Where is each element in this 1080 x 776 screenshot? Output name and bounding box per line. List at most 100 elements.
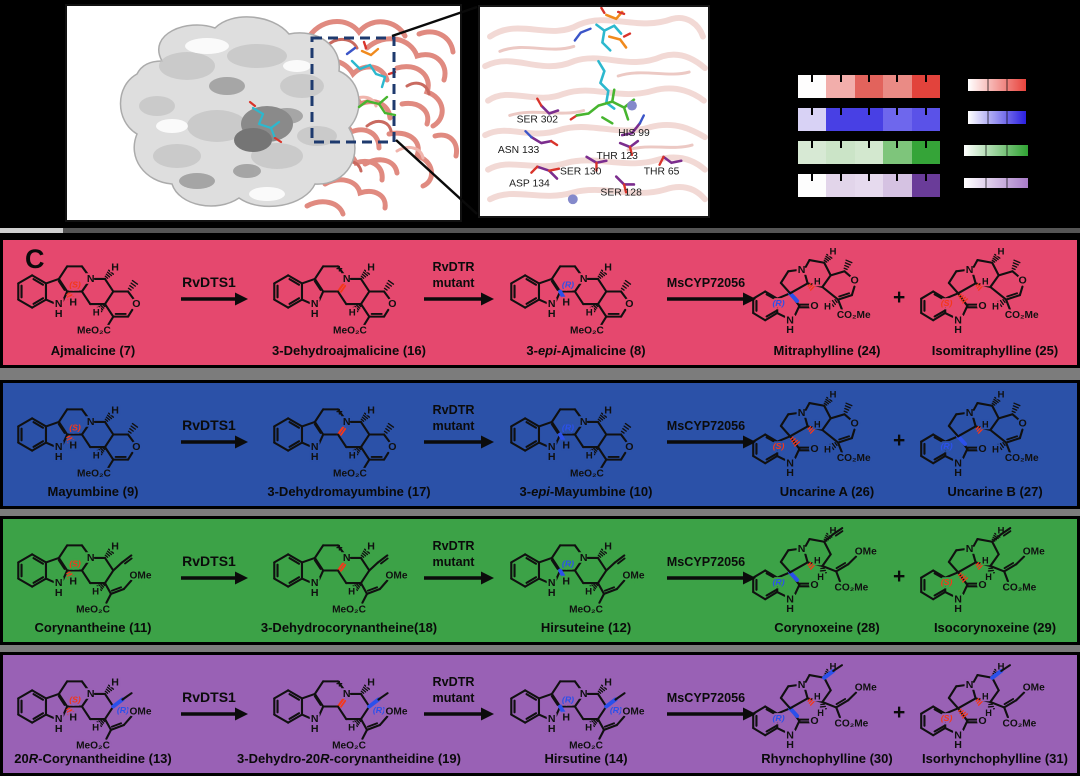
svg-text:O: O	[132, 442, 140, 453]
svg-text:CO₂Me: CO₂Me	[1003, 582, 1037, 593]
reaction-arrow-mscyp72056: MsCYP72056	[665, 537, 757, 598]
heatmap-tick	[811, 108, 814, 115]
svg-text:(S): (S)	[69, 695, 81, 705]
svg-text:O: O	[388, 299, 396, 310]
heatmap-tick	[868, 75, 871, 82]
active-site-art: SER 302 HIS 99 ASN 133 THR 123 SER 130 T…	[482, 6, 708, 205]
svg-text:OMe: OMe	[1023, 682, 1045, 693]
svg-text:O: O	[978, 444, 986, 455]
colorbar-tick	[985, 145, 987, 156]
svg-text:N: N	[311, 714, 319, 725]
svg-text:N: N	[311, 442, 319, 453]
buried-ligand-sticks	[251, 106, 281, 140]
compound-name-uncarine-a-26: Uncarine A (26)	[779, 484, 875, 499]
svg-text:N: N	[580, 274, 588, 285]
svg-text:mutant: mutant	[433, 419, 476, 433]
svg-text:N: N	[786, 594, 794, 605]
svg-text:(S): (S)	[69, 280, 81, 290]
heatmap-tick	[896, 174, 899, 181]
plus-sign: +	[893, 429, 906, 452]
svg-text:H: H	[992, 445, 999, 456]
heatmap-cell	[826, 141, 855, 164]
structure-20r-corynantheidine-13: N H N H (S) H (R) OMe H MeO₂C	[10, 658, 176, 760]
svg-text:MeO₂C: MeO₂C	[333, 469, 367, 480]
svg-text:N: N	[798, 265, 806, 276]
compound-name-hirsuteine-12: Hirsuteine (12)	[540, 620, 632, 635]
svg-text:H: H	[586, 450, 593, 461]
svg-text:RvDTR: RvDTR	[433, 403, 475, 417]
heatmap-cell	[798, 108, 827, 131]
svg-text:H: H	[824, 445, 831, 456]
svg-text:O: O	[978, 716, 986, 727]
svg-text:H: H	[997, 662, 1004, 673]
colorbar-tick	[1006, 178, 1008, 188]
compound-name-3-dehydroajmalicine-16: 3-Dehydroajmalicine (16)	[272, 343, 426, 358]
svg-text:H: H	[824, 302, 831, 313]
svg-text:OMe: OMe	[130, 707, 152, 718]
svg-text:O: O	[978, 580, 986, 591]
svg-text:H: H	[604, 542, 612, 553]
heatmap-tick	[811, 75, 814, 82]
svg-text:O: O	[388, 442, 396, 453]
svg-text:O: O	[132, 299, 140, 310]
heatmap-cell	[911, 141, 941, 164]
svg-text:H: H	[69, 441, 77, 452]
svg-text:N: N	[966, 544, 974, 555]
residue-label-ser302: SER 302	[517, 114, 559, 125]
cofactor-sticks	[595, 23, 623, 110]
svg-text:H: H	[586, 307, 593, 318]
svg-text:H: H	[55, 309, 63, 320]
svg-text:CO₂Me: CO₂Me	[1005, 310, 1039, 321]
heatmap-tick	[924, 174, 927, 181]
svg-text:MeO₂C: MeO₂C	[569, 604, 603, 615]
svg-text:N: N	[311, 299, 319, 310]
svg-text:N: N	[548, 299, 556, 310]
svg-text:N: N	[580, 553, 588, 564]
residue-oxygen-ticks	[530, 97, 665, 194]
svg-text:N: N	[954, 458, 962, 469]
heatmap-cell	[911, 174, 941, 197]
svg-text:H: H	[814, 277, 821, 287]
residue-sticks	[530, 104, 683, 186]
phosphate-sticks	[605, 10, 628, 49]
heatmap-cell	[883, 141, 912, 164]
svg-text:OMe: OMe	[386, 707, 408, 718]
svg-text:H: H	[817, 708, 824, 718]
heatmap-tick	[811, 141, 814, 148]
svg-text:H: H	[367, 542, 375, 553]
svg-text:O: O	[625, 299, 633, 310]
svg-text:OMe: OMe	[1023, 546, 1045, 557]
colorbar-blue	[967, 110, 1027, 125]
structure-isocorynoxeine-29: N H O (S) N H H OMe CO₂Me H	[912, 522, 1078, 624]
svg-text:H: H	[954, 740, 962, 751]
svg-text:N: N	[954, 315, 962, 326]
svg-text:N: N	[343, 689, 351, 700]
svg-text:(S): (S)	[69, 423, 81, 433]
svg-text:H: H	[111, 263, 119, 274]
colorbar-red	[967, 78, 1027, 92]
svg-text:H: H	[786, 604, 794, 615]
colorbar-tick	[1006, 79, 1008, 91]
reaction-arrow-mscyp72056: MsCYP72056	[665, 401, 757, 462]
reaction-arrow-rvdts1: RvDTS1	[179, 401, 249, 462]
protein-complex-panel	[65, 4, 462, 222]
structure-corynoxeine-28: N H O (R) N H H OMe CO₂Me H	[744, 522, 910, 624]
structure-mayumbine-9: N H N H (S) H O H MeO₂C	[10, 386, 176, 488]
heatmap-cell	[826, 108, 855, 131]
structure-isomitraphylline-25: N H O (S) N H H O CO₂Me H	[912, 243, 1078, 345]
svg-text:H: H	[562, 713, 570, 724]
svg-text:H: H	[829, 526, 836, 537]
svg-text:(R): (R)	[562, 423, 574, 433]
svg-text:H: H	[997, 526, 1004, 537]
svg-text:H: H	[92, 722, 99, 733]
heatmap-cell	[911, 75, 941, 98]
faint-ribbons	[482, 15, 708, 203]
compound-name-3-dehydrocorynantheine-18: 3-Dehydrocorynantheine(18)	[260, 620, 438, 635]
top-strip-light	[0, 228, 63, 233]
svg-text:O: O	[1019, 419, 1027, 430]
similarity-heatmap	[796, 73, 942, 199]
structure-uncarine-a-26: N H O (S) N H H O CO₂Me H	[744, 386, 910, 488]
reaction-arrow-rvdts1: RvDTS1	[179, 258, 249, 319]
svg-text:H: H	[982, 420, 989, 430]
